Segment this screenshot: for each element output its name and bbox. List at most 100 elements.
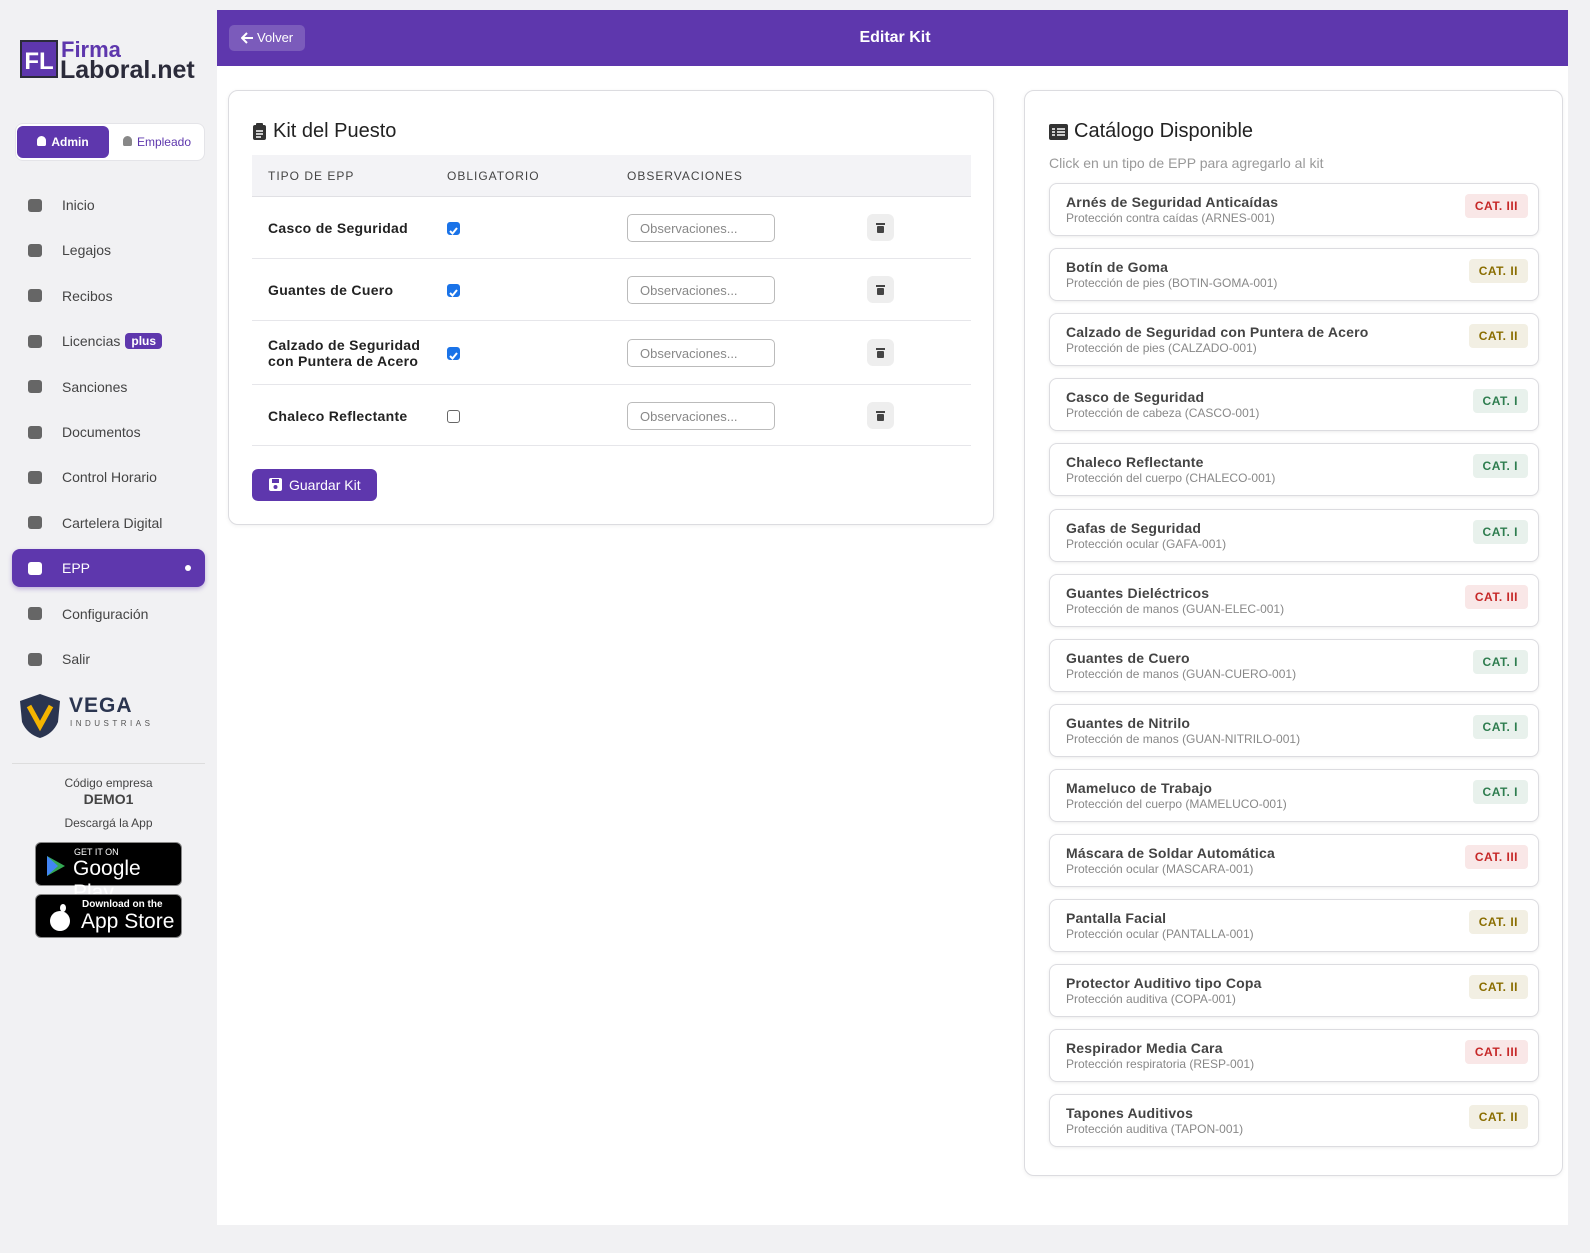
divider [12,763,205,764]
catalog-item[interactable]: Respirador Media Cara Protección respirat… [1049,1029,1539,1083]
item-description: Protección auditiva (COPA-001) [1066,992,1236,1007]
role-toggle: Admin Empleado [15,123,205,161]
required-checkbox[interactable] [447,222,460,235]
epp-name: Guantes de Cuero [268,282,394,298]
back-button[interactable]: Volver [229,25,305,51]
catalog-item[interactable]: Gafas de Seguridad Protección ocular (GAF… [1049,508,1539,562]
nav-item[interactable]: EPP [12,549,205,588]
main: Volver Editar Kit Kit del Puesto TIPO DE… [217,10,1568,1225]
logo-mark: FL [20,40,58,78]
nav-label: Salir [62,651,91,667]
nav-label: Cartelera Digital [62,514,163,531]
nav-label: Recibos [62,287,113,304]
sidebar: FL Firma Laboral.net Admin Empleado Inici… [0,0,217,1253]
company-code: DEMO1 [83,791,134,807]
check-mark [449,227,458,235]
catalog-item[interactable]: Chaleco Reflectante Protección del cuerpo… [1049,443,1539,497]
catalog-item[interactable]: Guantes de Nitrilo Protección de manos (G… [1049,703,1539,757]
nav-label: Licencias [62,333,121,350]
item-description: Protección de manos (GUAN-ELEC-001) [1066,601,1285,616]
catalog-item[interactable]: Protector Auditivo tipo Copa Protección a… [1049,964,1539,1018]
nav-label: Control Horario [62,469,157,486]
badge-big: App Store [81,910,175,933]
catalog-item[interactable]: Tapones Auditivos Protección auditiva (TA… [1049,1094,1539,1148]
nav-item[interactable]: Inicio [12,186,205,224]
item-description: Protección de cabeza (CASCO-001) [1066,406,1260,421]
delete-button[interactable] [867,339,894,366]
check-mark [449,289,458,297]
role-label: Empleado [136,135,192,149]
kit-row: Calzado de Seguridad con Puntera de Acer… [252,321,971,385]
nav-item[interactable]: Cartelera Digital [12,504,205,542]
catalog-item[interactable]: Mameluco de Trabajo Protección del cuerpo… [1049,768,1539,822]
item-name: Guantes de Cuero [1066,649,1190,666]
category-badge: CAT. II [1468,1105,1528,1130]
nav-item[interactable]: Licencias plus [12,322,205,360]
observations-input[interactable]: Observaciones... [627,339,775,367]
catalog-hint: Click en un tipo de EPP para agregarlo a… [1049,155,1324,171]
nav-badge: plus [125,333,163,350]
back-arrow [241,32,253,44]
required-checkbox[interactable] [447,284,460,297]
nav-item[interactable]: Sanciones [12,368,205,406]
observations-input[interactable]: Observaciones... [627,276,775,304]
nav-label: EPP [62,560,91,577]
category-badge: CAT. II [1468,910,1528,935]
catalog-item[interactable]: Casco de Seguridad Protección de cabeza (… [1049,378,1539,432]
category-badge: CAT. III [1464,845,1528,869]
catalog-item[interactable]: Guantes de Cuero Protección de manos (GUA… [1049,638,1539,692]
catalog-item[interactable]: Botín de Goma Protección de pies (BOTIN-G… [1049,248,1539,302]
nav-item[interactable]: Configuración [12,595,205,633]
trash-icon [876,410,885,421]
back-label: Volver [257,30,294,45]
trash-icon [876,348,885,358]
delete-button[interactable] [867,214,894,241]
item-description: Protección respiratoria (RESP-001) [1066,1057,1255,1072]
role-button[interactable]: Empleado [112,126,202,158]
epp-name: Chaleco Reflectante [268,407,408,424]
apple-icon [50,904,70,931]
item-description: Protección ocular (GAFA-001) [1066,536,1227,551]
catalog-item[interactable]: Guantes Dieléctricos Protección de manos … [1049,573,1539,627]
badge-small: Download on the [82,899,163,910]
delete-button[interactable] [867,276,894,303]
nav-icon [28,607,42,621]
item-description: Protección ocular (PANTALLA-001) [1066,927,1254,942]
catalog-item[interactable]: Calzado de Seguridad con Puntera de Acer… [1049,313,1539,367]
nav-item[interactable]: Recibos [12,277,205,315]
nav-icon [28,334,42,348]
nav-item[interactable]: Documentos [12,413,205,451]
role-button[interactable]: Admin [17,126,109,158]
required-checkbox[interactable] [447,347,460,360]
item-description: Protección del cuerpo (CHALECO-001) [1066,471,1276,486]
observations-input[interactable]: Observaciones... [627,401,775,430]
catalog-item[interactable]: Máscara de Soldar Automática Protección o… [1049,834,1539,887]
item-name: Guantes de Nitrilo [1066,714,1191,731]
column-header: OBSERVACIONES [627,169,743,183]
observations-input[interactable]: Observaciones... [627,214,775,242]
required-checkbox[interactable] [447,409,460,423]
item-name: Casco de Seguridad [1066,389,1205,406]
nav-icon [28,425,42,439]
header: Volver Editar Kit [217,10,1568,66]
category-badge: CAT. I [1472,649,1528,674]
google-play-badge[interactable]: GET IT ON Google Play [35,842,182,904]
app-store-badge[interactable]: Download on the App Store [35,894,182,938]
kit-title: Kit del Puesto [273,120,397,142]
kit-row: Casco de Seguridad Observaciones... [252,197,971,259]
code-label: Código empresa [64,776,153,790]
item-description: Protección de manos (GUAN-NITRILO-001) [1066,731,1301,746]
role-label: Admin [51,135,89,149]
nav-item[interactable]: Legajos [12,231,205,269]
nav-label: Inicio [62,197,95,213]
item-name: Protector Auditivo tipo Copa [1066,975,1262,992]
catalog-item[interactable]: Pantalla Facial Protección ocular (PANTAL… [1049,899,1539,953]
nav-item[interactable]: Control Horario [12,458,205,496]
catalog-item[interactable]: Arnés de Seguridad Anticaídas Protección … [1049,183,1539,236]
delete-button[interactable] [867,401,894,429]
item-description: Protección de pies (BOTIN-GOMA-001) [1066,276,1278,291]
nav-item[interactable]: Salir [12,640,205,678]
category-badge: CAT. I [1472,779,1528,804]
category-badge: CAT. I [1472,519,1528,544]
epp-name: Calzado de Seguridad con Puntera de Acer… [268,337,421,369]
